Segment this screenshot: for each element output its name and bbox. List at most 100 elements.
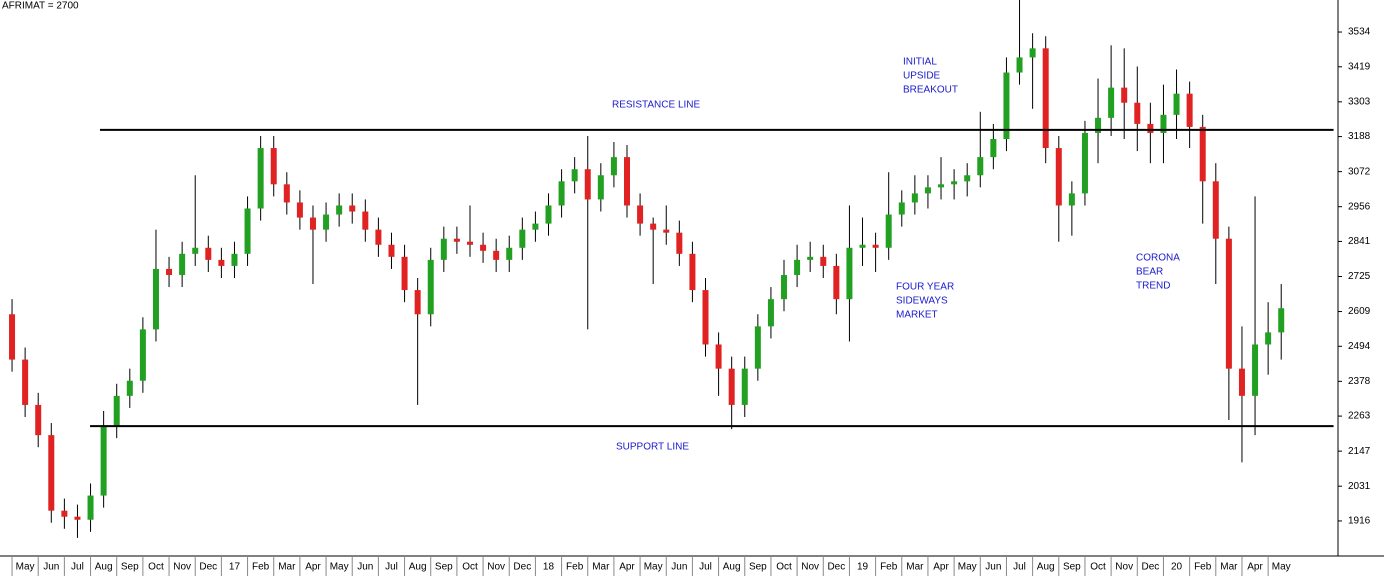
candle-body bbox=[139, 329, 146, 381]
x-tick-label: Mar bbox=[1220, 562, 1238, 573]
x-tick-label: Sep bbox=[121, 562, 139, 573]
candle-body bbox=[440, 238, 447, 260]
x-tick-label: Aug bbox=[723, 562, 741, 573]
candle-body bbox=[676, 232, 683, 254]
candle-body bbox=[597, 175, 604, 200]
candle-body bbox=[48, 435, 55, 511]
candle-body bbox=[1081, 132, 1088, 194]
x-tick-label: May bbox=[958, 562, 977, 573]
candle-body bbox=[113, 395, 120, 427]
annotation: BREAKOUT bbox=[903, 85, 958, 96]
x-tick-label: 17 bbox=[229, 562, 241, 573]
candle-body bbox=[872, 244, 879, 248]
candle-body bbox=[1252, 344, 1259, 396]
candle-body bbox=[1108, 87, 1115, 118]
x-tick-label: Dec bbox=[513, 562, 531, 573]
candle-body bbox=[493, 250, 500, 260]
x-tick-label: Mar bbox=[278, 562, 296, 573]
candle-body bbox=[480, 244, 487, 251]
candle-body bbox=[401, 256, 408, 291]
candle-body bbox=[1238, 368, 1245, 396]
candle-body bbox=[22, 359, 29, 405]
y-tick-label: 3419 bbox=[1348, 61, 1371, 72]
candle-body bbox=[375, 229, 382, 245]
candle-body bbox=[257, 148, 264, 209]
annotation: TREND bbox=[1136, 281, 1170, 292]
x-tick-label: Nov bbox=[487, 562, 505, 573]
candle-body bbox=[126, 380, 133, 396]
x-tick-label: Jun bbox=[43, 562, 59, 573]
annotation: MARKET bbox=[896, 310, 938, 321]
candle-body bbox=[977, 157, 984, 176]
y-tick-label: 2378 bbox=[1348, 376, 1371, 387]
candle-body bbox=[1042, 48, 1049, 149]
candle-body bbox=[179, 253, 186, 275]
candle-body bbox=[807, 256, 814, 260]
x-tick-label: Jul bbox=[699, 562, 712, 573]
x-tick-label: Jul bbox=[71, 562, 84, 573]
x-tick-label: Mar bbox=[592, 562, 610, 573]
x-tick-label: Nov bbox=[1115, 562, 1133, 573]
y-tick-label: 2609 bbox=[1348, 306, 1371, 317]
candle-body bbox=[1003, 72, 1010, 139]
x-tick-label: Aug bbox=[95, 562, 113, 573]
annotation: RESISTANCE LINE bbox=[612, 100, 700, 111]
x-tick-label: Nov bbox=[801, 562, 819, 573]
x-tick-label: Jun bbox=[985, 562, 1001, 573]
candle-body bbox=[453, 238, 460, 242]
candle-body bbox=[283, 184, 290, 203]
candle-body bbox=[1029, 48, 1036, 58]
x-tick-label: Sep bbox=[749, 562, 767, 573]
candle-body bbox=[846, 247, 853, 300]
x-tick-label: Jul bbox=[1013, 562, 1026, 573]
x-tick-label: Apr bbox=[933, 562, 949, 573]
candle-body bbox=[833, 265, 840, 300]
candle-body bbox=[990, 139, 997, 158]
x-tick-label: Jun bbox=[357, 562, 373, 573]
annotation: SUPPORT LINE bbox=[616, 442, 689, 453]
candle-body bbox=[781, 274, 788, 300]
candle-body bbox=[152, 268, 159, 330]
candle-body bbox=[584, 169, 591, 200]
y-tick-label: 3534 bbox=[1348, 27, 1371, 38]
y-tick-label: 3303 bbox=[1348, 96, 1371, 107]
chart-title: AFRIMAT = 2700 bbox=[2, 1, 79, 12]
x-tick-label: Apr bbox=[1247, 562, 1263, 573]
candle-body bbox=[820, 256, 827, 266]
x-tick-label: Apr bbox=[305, 562, 321, 573]
annotation: SIDEWAYS bbox=[896, 296, 948, 307]
x-tick-label: May bbox=[1272, 562, 1291, 573]
candle-body bbox=[231, 253, 238, 266]
candle-body bbox=[1068, 193, 1075, 206]
candle-body bbox=[1278, 308, 1285, 333]
x-tick-label: Mar bbox=[906, 562, 924, 573]
x-tick-label: 19 bbox=[857, 562, 869, 573]
candle-body bbox=[885, 214, 892, 248]
candle-body bbox=[1134, 102, 1141, 124]
candle-body bbox=[938, 184, 945, 188]
x-tick-label: Nov bbox=[173, 562, 191, 573]
x-tick-label: Dec bbox=[199, 562, 217, 573]
x-tick-label: Jun bbox=[671, 562, 687, 573]
candle-body bbox=[1147, 123, 1154, 133]
x-tick-label: Aug bbox=[1037, 562, 1055, 573]
candle-body bbox=[715, 344, 722, 369]
candle-body bbox=[414, 290, 421, 315]
candle-body bbox=[545, 205, 552, 224]
y-tick-label: 3188 bbox=[1348, 131, 1371, 142]
candle-body bbox=[270, 148, 277, 185]
candle-body bbox=[924, 187, 931, 194]
candle-body bbox=[349, 205, 356, 212]
candle-body bbox=[728, 368, 735, 405]
candle-body bbox=[689, 253, 696, 291]
y-tick-label: 2494 bbox=[1348, 341, 1371, 352]
candle-body bbox=[702, 290, 709, 345]
x-tick-label: Oct bbox=[462, 562, 478, 573]
x-tick-label: Feb bbox=[252, 562, 270, 573]
annotation: CORONA bbox=[1136, 253, 1180, 264]
candle-body bbox=[911, 193, 918, 203]
candle-body bbox=[1121, 87, 1128, 103]
candle-body bbox=[637, 205, 644, 224]
candle-body bbox=[87, 495, 94, 520]
